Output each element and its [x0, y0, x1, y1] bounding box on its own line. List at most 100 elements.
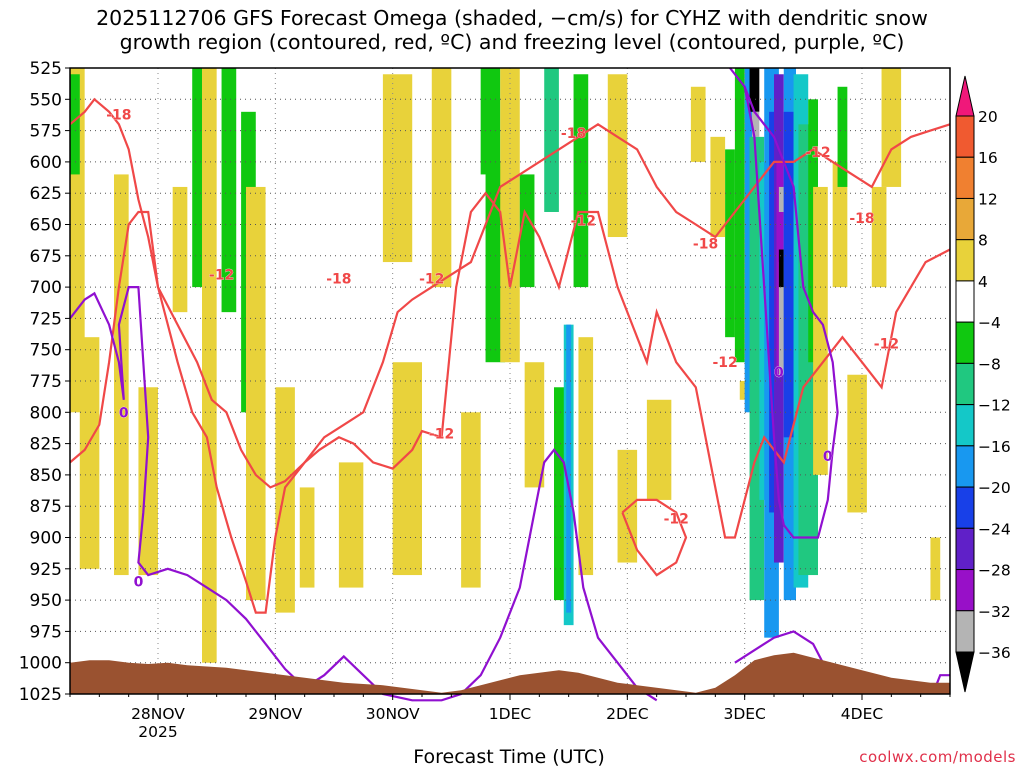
y-tick-label-6: 675	[30, 247, 62, 267]
y-tick-label-20: 1025	[19, 685, 62, 705]
omega-band-28	[573, 74, 589, 288]
x-axis: 28NOV 29NOV 30NOV 1DEC 2DEC 3DEC 4DEC 2025	[69, 694, 951, 741]
contour-label-7: -18	[693, 236, 718, 252]
y-tick-label-18: 975	[30, 622, 62, 642]
y-tick-label-19: 1000	[19, 654, 62, 674]
contour-label-16: 0	[823, 449, 833, 465]
colorbar-tick-label-4: 4	[978, 273, 988, 291]
omega-band-40	[752, 111, 760, 137]
grid-lines	[70, 67, 950, 695]
omega-band-60	[871, 186, 887, 288]
colorbar-segment-12	[955, 610, 975, 653]
colorbar-tick-label-12: −32	[978, 603, 1011, 621]
contour-label-4: -12	[419, 271, 444, 287]
y-tick-label-10: 775	[30, 372, 62, 392]
colorbar-tick-label-5: −4	[978, 314, 1001, 332]
freezing-level-contour-2	[734, 630, 824, 664]
omega-band-19	[480, 68, 501, 175]
colorbar-tick-label-9: −20	[978, 479, 1011, 497]
omega-band-35	[725, 149, 735, 338]
x-axis-label: Forecast Time (UTC)	[413, 746, 605, 768]
y-tick-label-0: 525	[30, 59, 62, 79]
omega-band-8	[209, 68, 215, 663]
omega-band-4	[138, 387, 158, 576]
omega-band-34	[710, 136, 726, 238]
omega-band-31	[617, 449, 638, 563]
contour-labels: -18 -12 -18 -12 -12 -18 -12 -18 -12 -12 -12 -18 -12 0…	[106, 107, 899, 590]
omega-band-47	[778, 262, 784, 375]
colorbar-segment-2	[955, 197, 975, 241]
dgz-contour-2	[621, 498, 688, 577]
y-tick-label-3: 600	[30, 153, 62, 173]
colorbar-segment-8	[955, 445, 975, 488]
omega-band-22	[519, 174, 535, 288]
y-tick-label-4: 625	[30, 184, 62, 204]
omega-band-33	[690, 86, 706, 162]
omega-band-49	[778, 186, 784, 212]
colorbar-segment-0	[955, 115, 975, 158]
colorbar-tick-label-1: 16	[978, 149, 998, 167]
omega-band-13	[299, 487, 315, 588]
omega-band-18	[461, 412, 481, 588]
omega-band-36	[734, 68, 745, 363]
terrain-fill	[70, 652, 950, 694]
y-tick-label-8: 725	[30, 309, 62, 329]
omega-band-24	[544, 68, 559, 212]
contour-label-5: -18	[561, 126, 586, 142]
colorbar-tick-label-10: −24	[978, 520, 1011, 538]
y-tick-label-16: 925	[30, 560, 62, 580]
omega-band-42	[759, 161, 767, 500]
colorbar-tick-label-11: −28	[978, 562, 1011, 580]
y-tick-label-15: 900	[30, 529, 62, 549]
colorbar-segment-9	[955, 486, 975, 529]
contour-label-1: -12	[209, 268, 234, 284]
x-year-label: 2025	[138, 723, 177, 741]
y-tick-label-17: 950	[30, 591, 62, 611]
omega-band-2	[79, 337, 100, 569]
contour-label-6: -12	[571, 214, 596, 230]
colorbar: 20 16 12 8 4 −4 −8 −12 −16 −20 −24 −28 −32 −36	[955, 75, 1011, 693]
colorbar-bottom-arrow	[955, 651, 975, 693]
y-tick-label-5: 650	[30, 216, 62, 236]
contour-label-15: 0	[774, 365, 784, 381]
colorbar-tick-label-2: 12	[978, 190, 998, 208]
colorbar-tick-label-13: −36	[978, 644, 1011, 662]
colorbar-top-arrow	[955, 75, 975, 117]
contour-label-9: -12	[664, 512, 689, 528]
colorbar-segment-6	[955, 362, 975, 406]
colorbar-segment-7	[955, 404, 975, 447]
omega-band-23	[524, 362, 545, 488]
colorbar-segment-11	[955, 569, 975, 612]
contour-label-13: 0	[119, 405, 129, 421]
contour-label-14: 0	[134, 574, 144, 590]
y-tick-label-1: 550	[30, 90, 62, 110]
y-tick-label-11: 800	[30, 403, 62, 423]
omega-band-5	[172, 186, 188, 313]
omega-band-51	[783, 111, 794, 438]
omega-band-16	[392, 362, 422, 576]
contour-label-2: -18	[326, 271, 351, 287]
x-tick-label-1: 29NOV	[248, 705, 302, 723]
dgz-contour-0	[69, 191, 951, 614]
omega-band-27	[566, 324, 572, 613]
x-tick-label-4: 2DEC	[606, 705, 648, 723]
colorbar-segment-10	[955, 527, 975, 571]
colorbar-tick-label-7: −12	[978, 397, 1011, 415]
omega-band-39	[749, 68, 760, 112]
y-tick-label-12: 825	[30, 435, 62, 455]
y-tick-label-14: 875	[30, 497, 62, 517]
contour-label-3: -12	[429, 427, 454, 443]
omega-band-15	[382, 74, 413, 263]
x-tick-label-0: 28NOV	[131, 705, 185, 723]
colorbar-segment-3	[955, 239, 975, 282]
colorbar-segment-5	[955, 321, 975, 364]
omega-band-29	[578, 337, 594, 576]
omega-band-58	[837, 86, 848, 187]
contour-label-0: -18	[106, 107, 131, 123]
y-tick-label-13: 850	[30, 466, 62, 486]
omega-band-61	[881, 68, 902, 187]
freezing-level-contour-1	[729, 67, 839, 539]
omega-band-9	[221, 68, 237, 313]
omega-band-14	[338, 462, 364, 588]
